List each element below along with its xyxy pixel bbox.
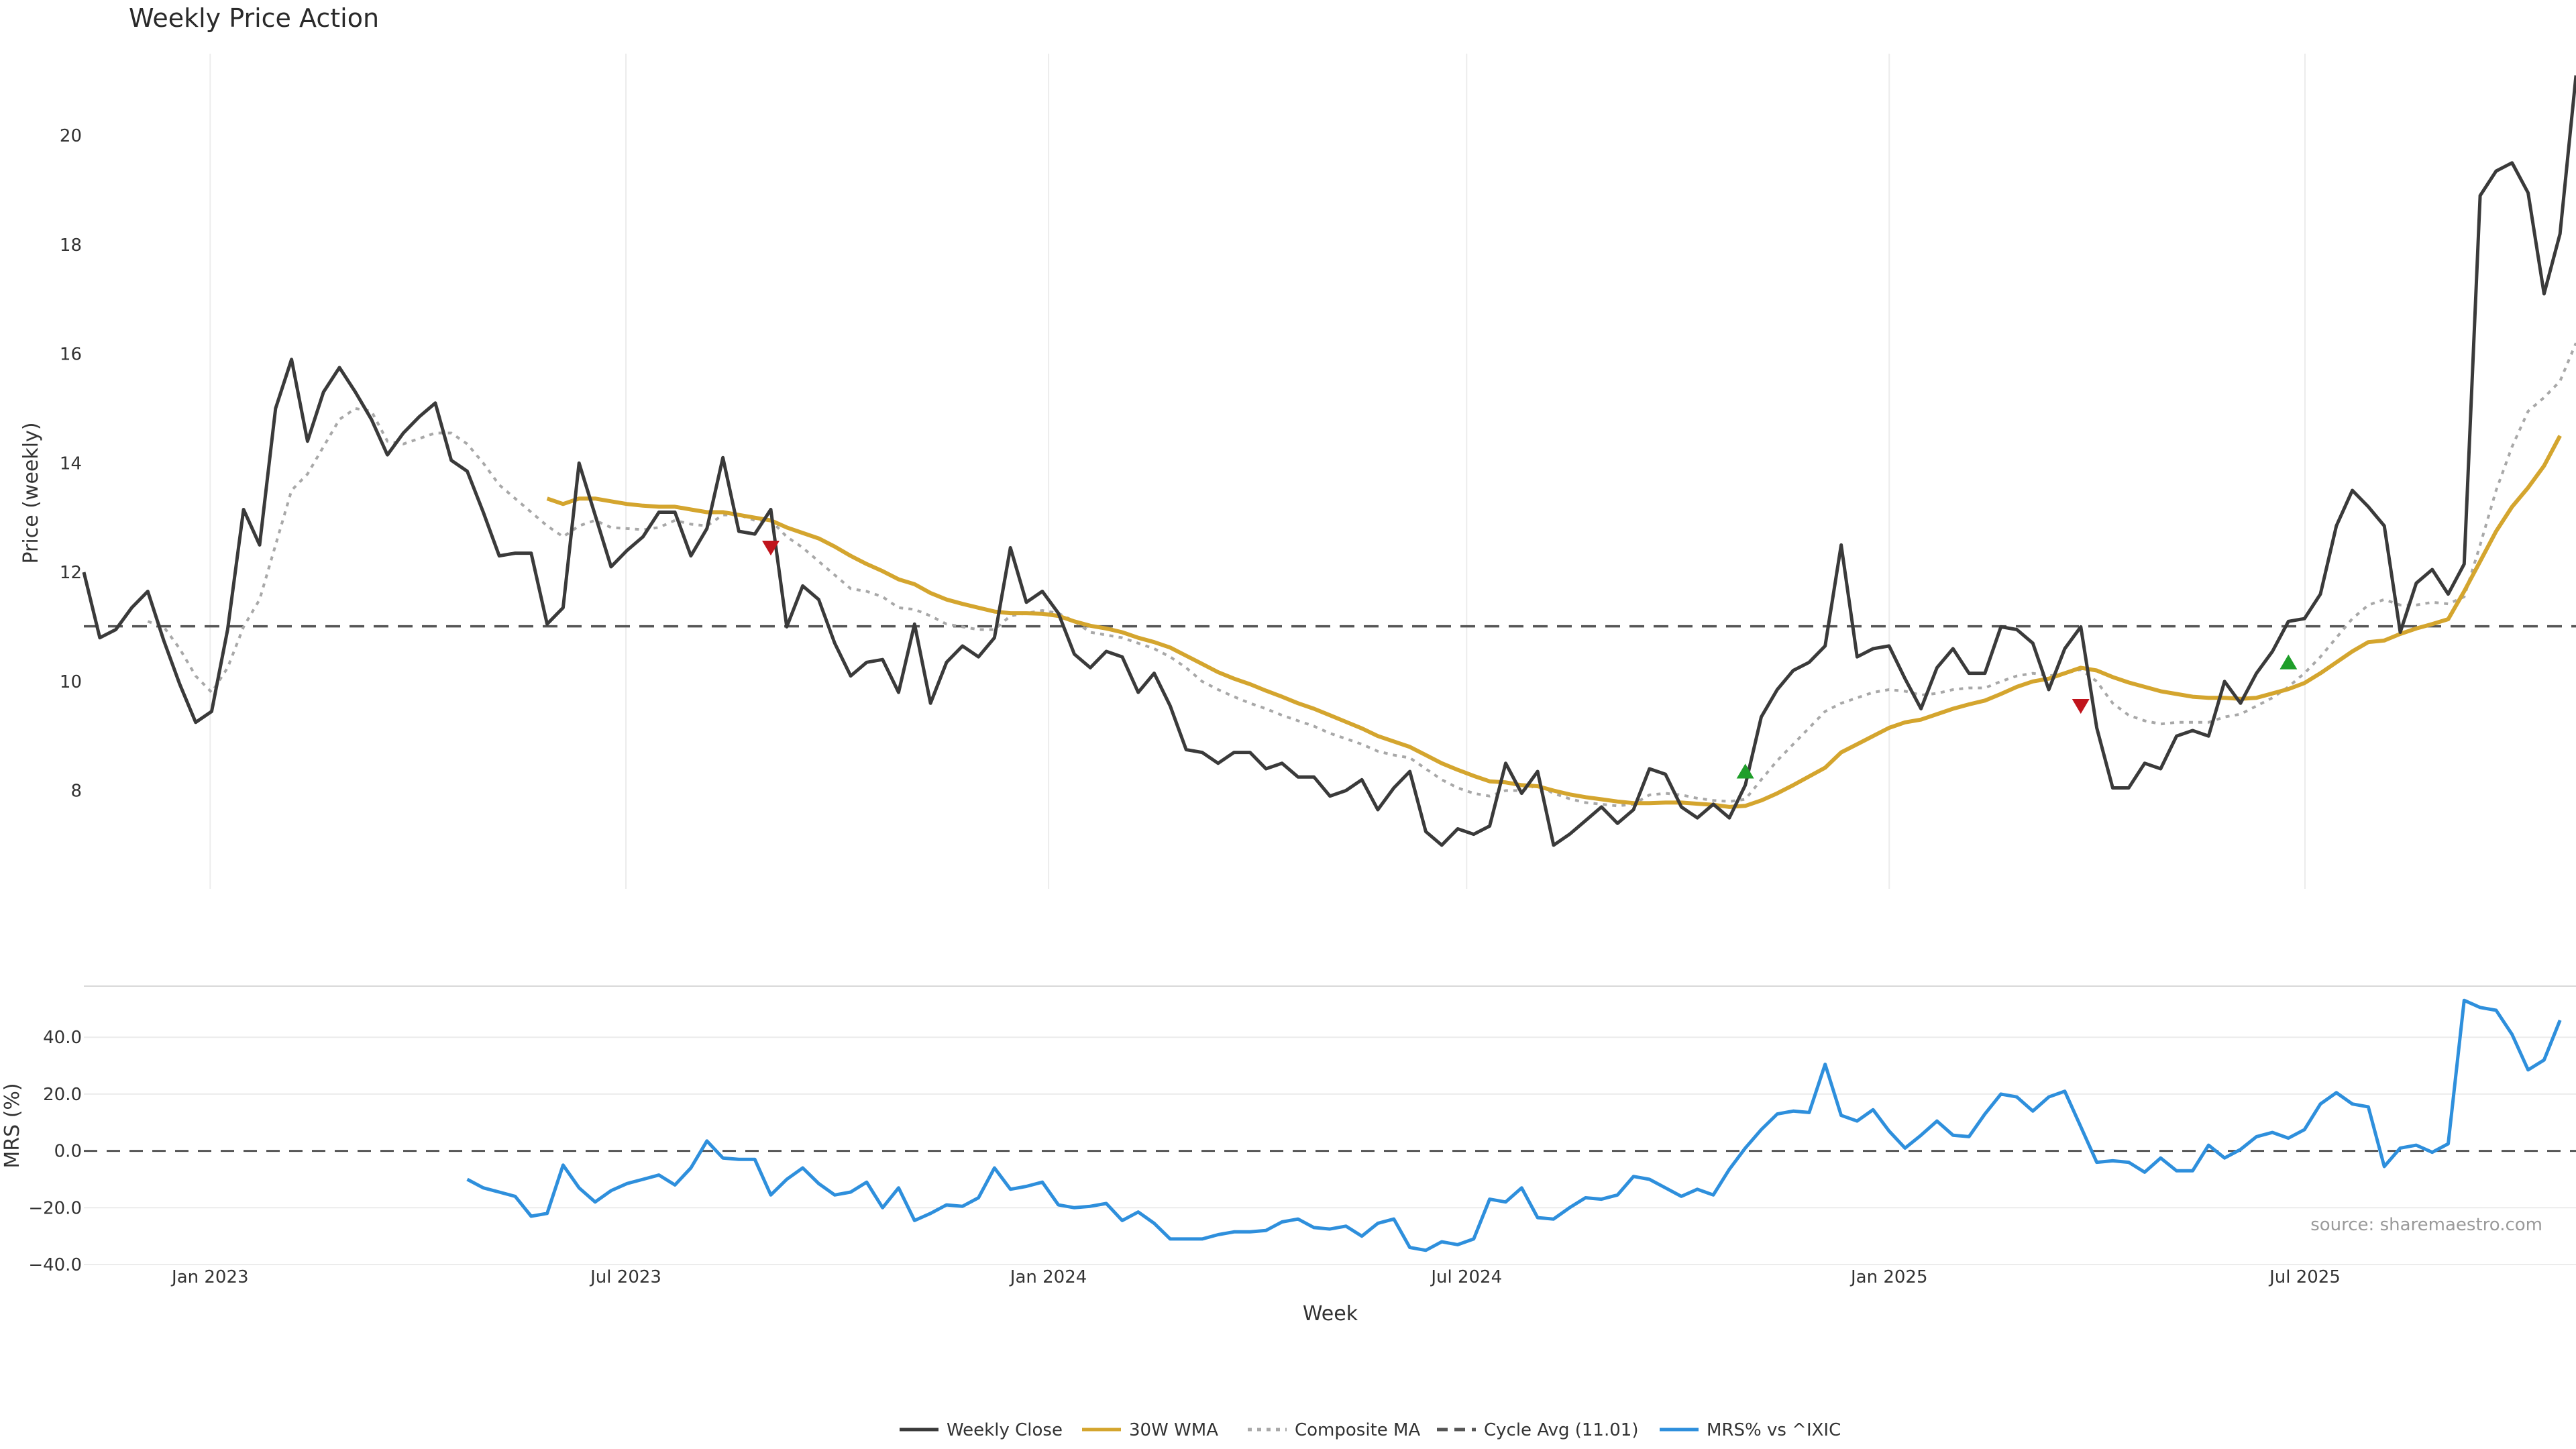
wma-30w-line [546, 435, 2562, 809]
x-axis-label: Week [1303, 1302, 1358, 1326]
price-y-axis-label: Price (weekly) [19, 422, 43, 564]
mrs-y-tick-label: −20.0 [28, 1198, 82, 1218]
x-axis: Jan 2023 Jul 2023 Jan 2024 Jul 2024 Jan 2025… [170, 1267, 2341, 1287]
weekly-close-line [82, 75, 2576, 847]
composite-ma-line [147, 342, 2576, 808]
mrs-panel: −40.0 −20.0 0.0 20.0 40.0 MRS (%) source: sh… [1, 985, 2576, 1275]
mrs-grid [84, 1036, 2576, 1265]
price-y-tick-label: 12 [60, 563, 82, 583]
signal-marker-down-0 [762, 541, 780, 556]
mrs-y-tick-label: 40.0 [43, 1028, 82, 1048]
price-panel: 8 10 12 14 16 18 20 Price (weekly) [19, 54, 2576, 889]
mrs-y-axis: −40.0 −20.0 0.0 20.0 40.0 [28, 1028, 82, 1275]
x-tick-label: Jan 2023 [170, 1267, 249, 1287]
x-tick-label: Jul 2023 [589, 1267, 661, 1287]
signal-marker-up-3 [2279, 654, 2298, 669]
legend: Weekly Close 30W WMA Composite MA Cycle Avg… [900, 1420, 1841, 1440]
legend-label: MRS% vs ^IXIC [1707, 1420, 1841, 1440]
price-y-tick-label: 16 [60, 345, 82, 365]
mrs-y-tick-label: 20.0 [43, 1085, 82, 1105]
price-y-tick-label: 14 [60, 453, 82, 474]
legend-label: Cycle Avg (11.01) [1484, 1420, 1638, 1440]
signal-markers [762, 541, 2298, 779]
signal-marker-up-1 [1736, 763, 1754, 779]
x-tick-label: Jan 2024 [1009, 1267, 1087, 1287]
signal-marker-down-2 [2072, 699, 2090, 714]
x-tick-label: Jan 2025 [1849, 1267, 1928, 1287]
x-tick-label: Jul 2025 [2268, 1267, 2341, 1287]
source-note: source: sharemaestro.com [2310, 1215, 2542, 1235]
mrs-y-tick-label: −40.0 [28, 1255, 82, 1275]
mrs-y-axis-label: MRS (%) [1, 1083, 24, 1168]
price-y-tick-label: 20 [60, 126, 82, 146]
mrs-line [466, 998, 2562, 1252]
x-tick-label: Jul 2024 [1430, 1267, 1502, 1287]
legend-label: Composite MA [1295, 1420, 1420, 1440]
price-y-tick-label: 18 [60, 235, 82, 256]
price-y-tick-label: 10 [60, 672, 82, 692]
legend-label: Weekly Close [947, 1420, 1063, 1440]
price-grid [209, 54, 2306, 889]
price-y-axis: 8 10 12 14 16 18 20 [60, 126, 82, 801]
mrs-y-tick-label: 0.0 [54, 1142, 82, 1162]
price-y-tick-label: 8 [70, 782, 82, 802]
chart-title: Weekly Price Action [129, 3, 379, 33]
legend-label: 30W WMA [1129, 1420, 1218, 1440]
